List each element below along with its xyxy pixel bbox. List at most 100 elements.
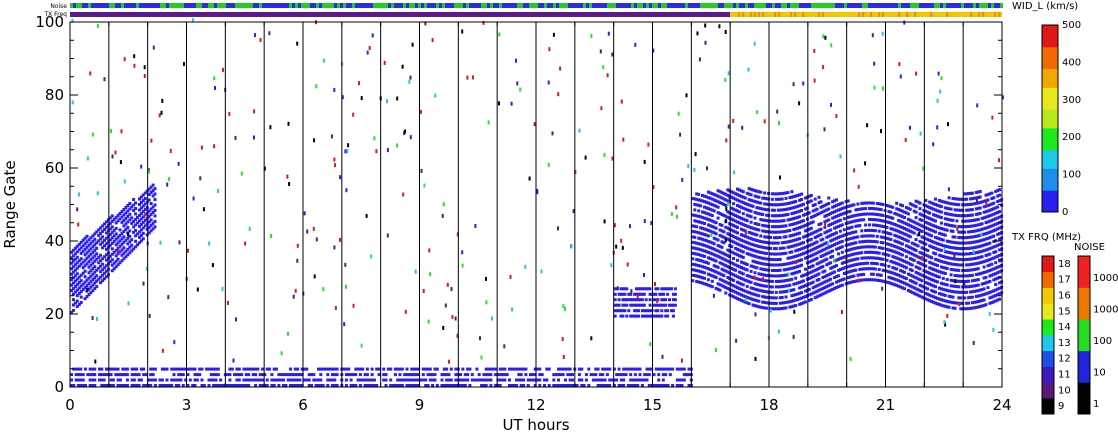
scatter-point <box>988 279 992 283</box>
scatter-point <box>411 42 414 47</box>
scatter-point <box>83 242 87 246</box>
scatter-point <box>769 285 772 289</box>
scatter-point <box>949 262 953 266</box>
scatter-point <box>761 262 765 266</box>
scatter-point <box>736 264 739 268</box>
scatter-point <box>941 227 945 231</box>
scatter-point <box>720 213 724 216</box>
scatter-point <box>254 384 258 387</box>
scatter-point <box>621 298 625 302</box>
scatter-point <box>710 279 714 283</box>
scatter-point <box>747 247 751 251</box>
scatter-point <box>970 246 974 250</box>
scatter-point <box>908 224 912 228</box>
scatter-point <box>916 244 920 248</box>
scatter-point <box>976 196 980 199</box>
scatter-point <box>932 295 936 299</box>
scatter-point <box>716 265 720 269</box>
scatter-point <box>755 277 759 281</box>
scatter-point <box>101 273 105 277</box>
scatter-point <box>821 210 825 214</box>
noise-strip-cell <box>187 3 190 8</box>
scatter-point <box>976 245 980 249</box>
scatter-point <box>365 213 368 218</box>
scatter-point <box>456 333 459 338</box>
scatter-point <box>910 219 914 223</box>
scatter-point <box>676 214 678 219</box>
scatter-point <box>763 207 767 211</box>
scatter-point <box>111 367 115 371</box>
scatter-point <box>774 192 778 196</box>
scatter-point <box>737 298 741 301</box>
scatter-point <box>737 237 741 241</box>
scatter-point <box>854 268 858 272</box>
scatter-point <box>821 292 825 296</box>
scatter-point <box>254 33 256 38</box>
scatter-point <box>177 373 181 377</box>
width-colorbar-title: WID_L (km/s) <box>1012 1 1078 12</box>
scatter-point <box>918 232 921 236</box>
scatter-point <box>151 183 155 187</box>
scatter-point <box>757 245 761 248</box>
scatter-point <box>825 290 829 294</box>
scatter-point <box>963 282 966 287</box>
scatter-point <box>969 268 972 272</box>
scatter-point <box>712 198 716 202</box>
scatter-point <box>103 238 106 242</box>
scatter-point <box>333 245 336 250</box>
scatter-point <box>862 218 866 222</box>
scatter-point <box>87 293 91 297</box>
scatter-point <box>447 378 451 382</box>
scatter-point <box>184 367 188 371</box>
scatter-point <box>660 314 664 318</box>
scatter-point <box>996 216 1000 220</box>
scatter-point <box>819 211 823 215</box>
scatter-point <box>980 244 984 248</box>
scatter-point <box>87 282 91 286</box>
scatter-point <box>100 373 104 377</box>
scatter-point <box>904 206 908 209</box>
scatter-point <box>959 230 963 234</box>
scatter-point <box>617 292 621 296</box>
scatter-point <box>774 290 778 294</box>
scatter-point <box>996 287 1000 291</box>
scatter-point <box>619 384 623 387</box>
scatter-point <box>347 143 350 148</box>
scatter-point <box>755 304 759 308</box>
scatter-point <box>873 267 877 271</box>
scatter-point <box>903 216 906 219</box>
scatter-point <box>928 238 932 242</box>
scatter-point <box>524 367 528 371</box>
scatter-point <box>409 75 412 80</box>
scatter-point <box>420 168 423 173</box>
scatter-point <box>83 258 87 262</box>
noise-strip-cell <box>814 3 817 8</box>
scatter-point <box>949 289 953 293</box>
scatter-point <box>356 378 360 382</box>
noise-strip-cell <box>796 3 799 8</box>
scatter-point <box>122 235 126 239</box>
scatter-point <box>739 194 743 198</box>
scatter-point <box>472 75 474 80</box>
scatter-point <box>856 202 860 206</box>
scatter-point <box>328 378 332 382</box>
freq-strip-fleck <box>794 12 797 17</box>
scatter-point <box>725 207 728 211</box>
noise-strip-cell <box>385 3 388 8</box>
scatter-point <box>122 224 126 228</box>
scatter-point <box>899 214 903 218</box>
freq-colorbar-tick-label: 12 <box>1058 354 1071 365</box>
noise-strip-cell <box>265 3 268 8</box>
scatter-point <box>561 337 564 342</box>
scatter-point <box>736 242 739 246</box>
noise-strip-cell <box>403 3 406 8</box>
scatter-point <box>706 234 710 238</box>
scatter-point <box>85 234 89 238</box>
noise-strip-cell <box>541 3 544 8</box>
scatter-point <box>148 169 150 174</box>
noise-strip-cell <box>613 3 616 8</box>
scatter-point <box>77 367 80 371</box>
scatter-point <box>893 261 897 265</box>
scatter-point <box>118 261 122 265</box>
scatter-point <box>710 268 714 272</box>
